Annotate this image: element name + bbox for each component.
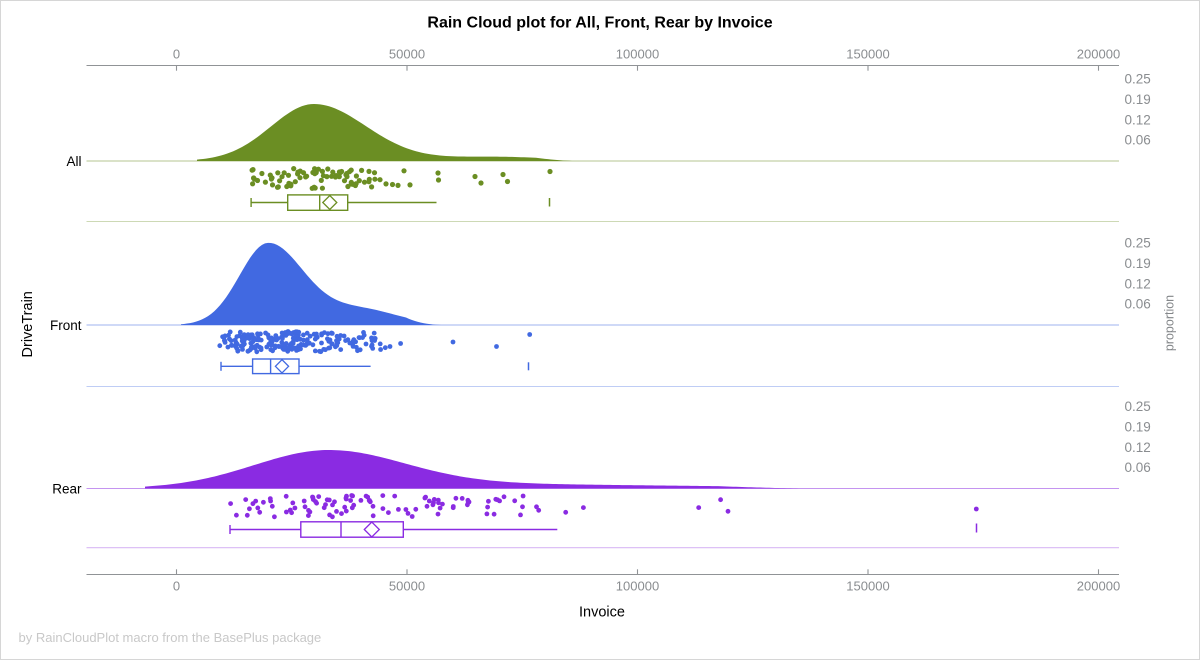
svg-text:Invoice: Invoice <box>579 605 625 621</box>
svg-text:50000: 50000 <box>389 579 425 594</box>
svg-text:proportion: proportion <box>1163 295 1177 351</box>
svg-text:0.06: 0.06 <box>1125 133 1151 148</box>
svg-text:0.19: 0.19 <box>1125 419 1151 434</box>
svg-text:150000: 150000 <box>846 47 889 62</box>
svg-text:100000: 100000 <box>616 579 659 594</box>
svg-text:Rain Cloud plot for All, Front: Rain Cloud plot for All, Front, Rear by … <box>427 14 772 31</box>
svg-text:0.06: 0.06 <box>1125 460 1151 475</box>
svg-text:100000: 100000 <box>616 47 659 62</box>
svg-text:0.25: 0.25 <box>1125 236 1151 251</box>
svg-text:Rear: Rear <box>52 481 82 496</box>
svg-text:All: All <box>66 154 81 169</box>
svg-text:0.25: 0.25 <box>1125 72 1151 87</box>
svg-text:0: 0 <box>173 47 180 62</box>
svg-text:Front: Front <box>50 318 82 333</box>
svg-text:DriveTrain: DriveTrain <box>20 291 36 357</box>
svg-text:0.19: 0.19 <box>1125 92 1151 107</box>
svg-text:0.19: 0.19 <box>1125 256 1151 271</box>
svg-text:0.12: 0.12 <box>1125 276 1151 291</box>
svg-text:0.06: 0.06 <box>1125 297 1151 312</box>
svg-text:by RainCloudPlot macro from th: by RainCloudPlot macro from the BasePlus… <box>19 630 322 645</box>
svg-text:0.12: 0.12 <box>1125 440 1151 455</box>
svg-text:200000: 200000 <box>1077 579 1120 594</box>
svg-text:50000: 50000 <box>389 47 425 62</box>
svg-text:0.12: 0.12 <box>1125 112 1151 127</box>
svg-text:200000: 200000 <box>1077 47 1120 62</box>
svg-text:0.25: 0.25 <box>1125 399 1151 414</box>
svg-text:150000: 150000 <box>846 579 889 594</box>
svg-text:0: 0 <box>173 579 180 594</box>
